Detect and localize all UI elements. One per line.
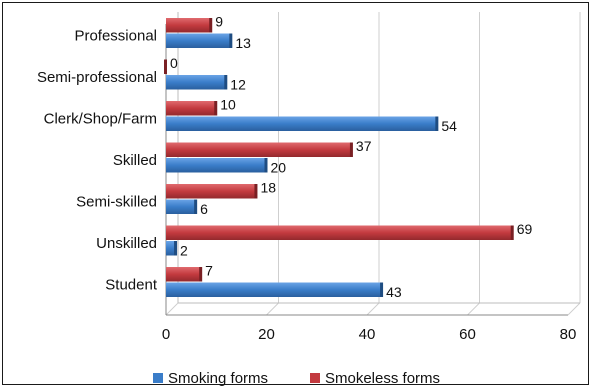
legend-swatch [310, 373, 320, 383]
gridline-floor [567, 302, 581, 316]
data-label: 18 [260, 179, 276, 195]
data-label: 7 [205, 262, 213, 278]
bar-end-cap [174, 241, 178, 256]
category-label: Semi-professional [37, 69, 157, 86]
bar-end-cap [194, 199, 198, 214]
bar-end-cap [264, 158, 268, 173]
bar-end-cap [199, 267, 203, 282]
bar-smoking [166, 241, 177, 256]
data-label: 2 [180, 242, 188, 258]
bar-smokeless [166, 267, 202, 282]
data-label: 37 [356, 138, 372, 154]
bar-end-cap [224, 75, 228, 90]
x-tick-label: 60 [459, 326, 476, 343]
bar-end-cap [209, 18, 213, 33]
category-labels: Professional Semi-professional Clerk/Shop/… [37, 27, 158, 293]
gridline-floor [165, 302, 179, 316]
bar-smoking [166, 199, 197, 214]
category-label: Clerk/Shop/Farm [44, 110, 157, 127]
category-label: Student [105, 276, 158, 293]
data-label: 54 [441, 118, 457, 134]
legend: Smoking forms Smokeless forms [153, 370, 440, 387]
bar-end-cap [214, 101, 218, 116]
data-label: 20 [271, 159, 287, 175]
category-label: Unskilled [96, 235, 157, 252]
data-label: 12 [230, 76, 246, 92]
data-label: 0 [170, 55, 178, 71]
data-label: 43 [386, 284, 402, 300]
bar-smoking [166, 116, 438, 131]
bar-smokeless [166, 184, 257, 199]
data-label: 10 [220, 96, 236, 112]
legend-label: Smoking forms [168, 370, 268, 387]
bar-smokeless [166, 142, 352, 157]
bar-smokeless [166, 18, 212, 33]
bar-smoking [166, 158, 267, 173]
bar-end-cap [380, 282, 384, 297]
bar-end-cap [510, 225, 514, 240]
legend-swatch [153, 373, 163, 383]
bar-smoking [166, 282, 383, 297]
bar-end-cap [254, 184, 258, 199]
bar-smoking [166, 75, 227, 90]
gridline-floor [266, 302, 279, 316]
data-labels: 9 13 0 12 10 54 37 20 18 6 69 2 7 43 [170, 13, 533, 300]
category-label: Professional [74, 27, 157, 44]
category-label: Skilled [113, 152, 157, 169]
bar-end-cap [349, 142, 353, 157]
bar-smokeless [166, 225, 513, 240]
category-label: Semi-skilled [76, 193, 157, 210]
bar-end-cap [435, 116, 439, 131]
chart-frame [2, 2, 589, 385]
gridline-floor [366, 302, 380, 316]
x-tick-label: 0 [162, 326, 170, 343]
bars [164, 18, 514, 297]
x-axis-ticks: 0 20 40 60 80 [162, 326, 577, 343]
legend-label: Smokeless forms [325, 370, 440, 387]
gridline-floor [467, 302, 480, 316]
x-tick-label: 20 [258, 326, 275, 343]
bar-smokeless [166, 101, 217, 116]
data-label: 9 [215, 13, 223, 29]
x-tick-label: 80 [560, 326, 577, 343]
data-label: 69 [517, 221, 533, 237]
data-label: 13 [235, 35, 251, 51]
data-label: 6 [200, 201, 208, 217]
bar-smoking [166, 33, 232, 48]
bar-end-cap [229, 33, 233, 48]
bar-end-cap [164, 59, 167, 74]
x-tick-label: 40 [359, 326, 376, 343]
